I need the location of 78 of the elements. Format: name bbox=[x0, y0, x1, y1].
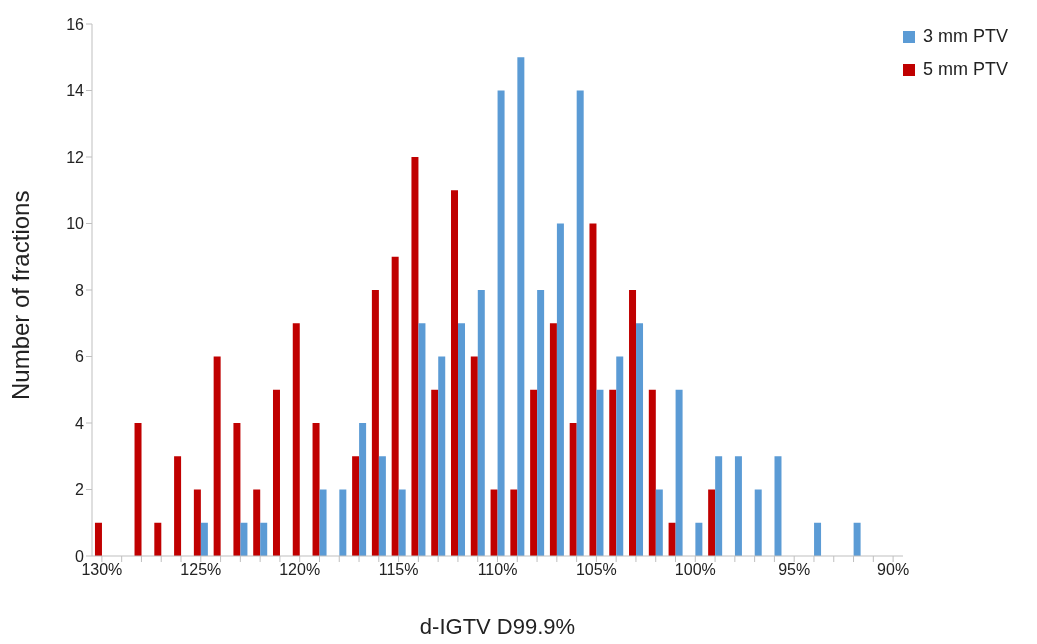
bar bbox=[497, 90, 505, 556]
bar bbox=[648, 389, 656, 556]
bar bbox=[260, 522, 268, 556]
legend-label: 5 mm PTV bbox=[922, 59, 1008, 80]
x-tick-label: 115% bbox=[378, 561, 419, 579]
bar bbox=[292, 323, 300, 556]
bar bbox=[549, 323, 557, 556]
bar bbox=[200, 522, 208, 556]
bar bbox=[458, 323, 466, 556]
x-tick-label: 105% bbox=[575, 561, 617, 579]
bar bbox=[490, 489, 498, 556]
x-tick-label: 95% bbox=[778, 561, 811, 579]
bar bbox=[154, 522, 162, 556]
y-tick-label: 14 bbox=[66, 82, 85, 100]
bar bbox=[378, 456, 386, 556]
bar bbox=[668, 522, 676, 556]
bar bbox=[589, 223, 597, 556]
bar bbox=[596, 389, 604, 556]
bar bbox=[734, 456, 742, 556]
bar bbox=[134, 423, 142, 556]
bar bbox=[609, 389, 617, 556]
bar bbox=[616, 356, 624, 556]
y-tick-label: 12 bbox=[66, 148, 85, 166]
y-axis-title: Number of fractions bbox=[6, 190, 34, 400]
x-tick-label: 100% bbox=[674, 561, 716, 579]
bar bbox=[391, 256, 399, 556]
bar bbox=[418, 323, 426, 556]
bar bbox=[708, 489, 716, 556]
bar bbox=[213, 356, 221, 556]
bar bbox=[477, 290, 485, 556]
bar bbox=[371, 290, 379, 556]
y-tick-label: 16 bbox=[66, 15, 85, 33]
bar bbox=[636, 323, 644, 556]
x-tick-label: 90% bbox=[877, 561, 910, 579]
bar bbox=[754, 489, 762, 556]
y-tick-label: 6 bbox=[75, 348, 85, 366]
bar bbox=[576, 90, 584, 556]
bar bbox=[629, 290, 637, 556]
x-tick-label: 110% bbox=[477, 561, 518, 579]
bar bbox=[853, 522, 861, 556]
bar bbox=[431, 389, 439, 556]
bar bbox=[339, 489, 347, 556]
bar bbox=[695, 522, 703, 556]
bar bbox=[675, 389, 683, 556]
bar bbox=[510, 489, 518, 556]
legend-label: 3 mm PTV bbox=[922, 26, 1008, 47]
bar bbox=[556, 223, 564, 556]
y-tick-label: 2 bbox=[75, 481, 85, 499]
bar bbox=[814, 522, 822, 556]
bar bbox=[352, 456, 360, 556]
bar bbox=[233, 423, 241, 556]
y-tick-label: 8 bbox=[75, 281, 85, 299]
bar bbox=[517, 57, 525, 556]
bar bbox=[451, 190, 459, 556]
y-tick-label: 10 bbox=[66, 215, 85, 233]
x-tick-label: 120% bbox=[279, 561, 321, 579]
y-tick-label: 4 bbox=[75, 414, 85, 432]
bar bbox=[411, 157, 419, 556]
bar bbox=[537, 290, 545, 556]
bar bbox=[530, 389, 538, 556]
bar bbox=[94, 522, 102, 556]
x-axis-title: d-IGTV D99.9% bbox=[419, 614, 576, 639]
bar bbox=[398, 489, 406, 556]
x-tick-label: 125% bbox=[180, 561, 222, 579]
bar bbox=[253, 489, 261, 556]
bar bbox=[774, 456, 782, 556]
bar bbox=[312, 423, 320, 556]
bar bbox=[569, 423, 577, 556]
bar bbox=[240, 522, 248, 556]
bar bbox=[438, 356, 446, 556]
bar bbox=[470, 356, 478, 556]
bar bbox=[319, 489, 327, 556]
bar bbox=[655, 489, 663, 556]
bar bbox=[715, 456, 723, 556]
bar bbox=[272, 389, 280, 556]
bar bbox=[174, 456, 182, 556]
bar bbox=[193, 489, 201, 556]
bar bbox=[359, 423, 367, 556]
